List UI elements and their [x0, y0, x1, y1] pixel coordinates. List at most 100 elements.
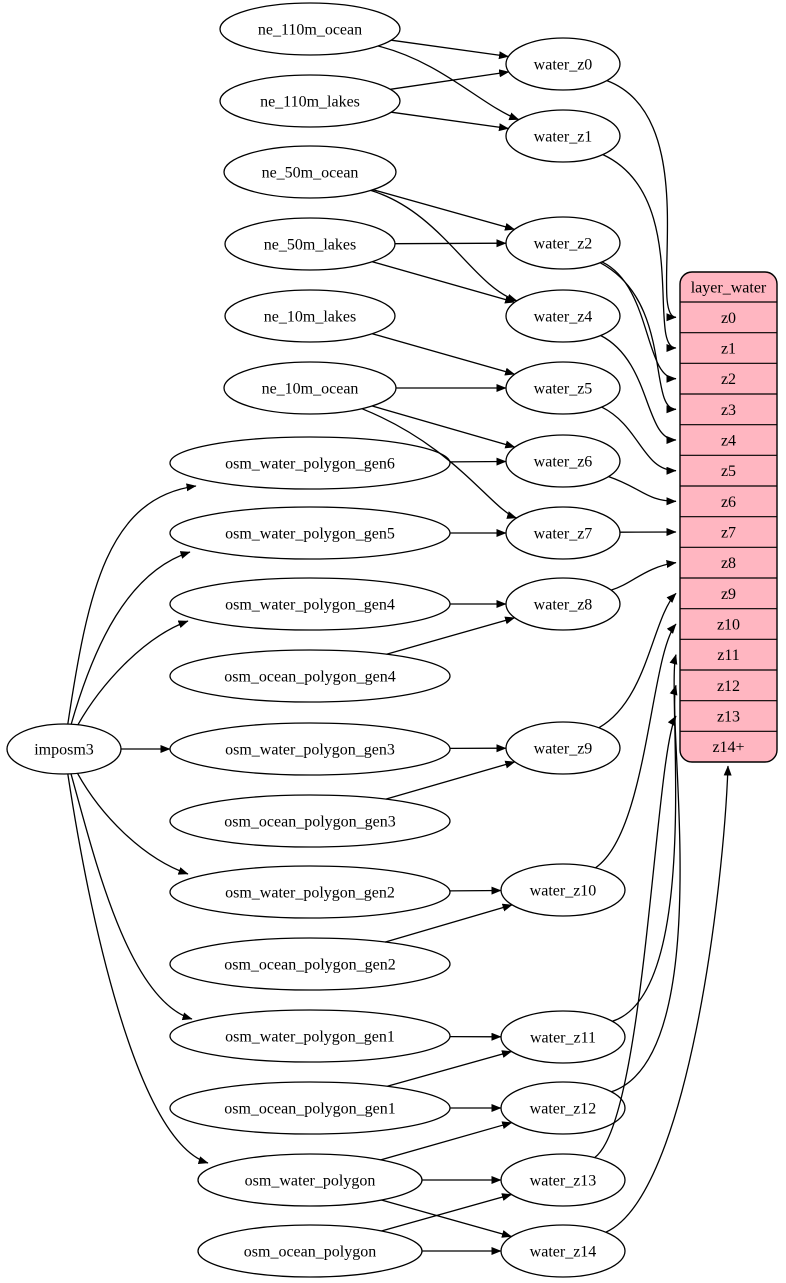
edge-ne_50m_ocean-to-water_z2 [372, 189, 515, 231]
node-shape-water_z0 [505, 37, 621, 91]
node-water_z0: water_z0 [505, 37, 621, 91]
node-label-osm_ocean_polygon_gen3: osm_ocean_polygon_gen3 [224, 814, 396, 831]
edge-water_z14-to-layer_water-z14+ [605, 765, 732, 1233]
edge-water_z2-to-layer_water-z2 [601, 261, 677, 383]
node-water_z10: water_z10 [500, 863, 626, 917]
edge-water_z11-to-layer_water-z11 [612, 654, 678, 1022]
record-title: layer_water [691, 280, 767, 297]
edge-imposm3-to-osm_water_polygon [67, 773, 209, 1164]
edge-water_z6-to-layer_water-z6 [608, 475, 677, 506]
node-ne_50m_lakes: ne_50m_lakes [224, 217, 396, 271]
edge-water_z9-to-layer_water-z9 [598, 592, 677, 729]
node-shape-ne_110m_lakes [219, 74, 401, 128]
node-water_z9: water_z9 [505, 721, 621, 775]
node-shape-osm_water_polygon_gen1 [169, 1009, 451, 1063]
node-osm_ocean_polygon_gen4: osm_ocean_polygon_gen4 [169, 649, 451, 703]
node-water_z13: water_z13 [500, 1153, 626, 1207]
node-water_z12: water_z12 [500, 1081, 626, 1135]
node-label-osm_ocean_polygon: osm_ocean_polygon [244, 1244, 376, 1261]
edge-osm_water_polygon-to-water_z12 [380, 1121, 513, 1161]
node-water_z14: water_z14 [500, 1224, 626, 1278]
edge-ne_10m_ocean-to-water_z6 [372, 405, 516, 449]
node-water_z1: water_z1 [505, 109, 621, 163]
edge-ne_10m_ocean-to-water_z7 [361, 408, 518, 519]
edge-ne_110m_lakes-to-water_z0 [390, 69, 510, 90]
node-shape-osm_water_polygon_gen6 [169, 436, 451, 490]
record-row-z0: z0 [721, 310, 736, 327]
node-label-water_z1: water_z1 [534, 129, 593, 146]
node-osm_ocean_polygon_gen1: osm_ocean_polygon_gen1 [169, 1081, 451, 1135]
edge-water_z2-to-layer_water-z3 [599, 262, 677, 414]
node-label-water_z2: water_z2 [534, 236, 593, 253]
node-label-osm_water_polygon_gen1: osm_water_polygon_gen1 [225, 1029, 395, 1046]
edge-ne_10m_lakes-to-water_z5 [372, 333, 516, 376]
node-label-water_z10: water_z10 [530, 883, 597, 900]
node-label-ne_110m_lakes: ne_110m_lakes [260, 94, 360, 111]
node-label-water_z5: water_z5 [534, 381, 593, 398]
node-ne_50m_ocean: ne_50m_ocean [223, 145, 397, 199]
node-label-osm_water_polygon_gen6: osm_water_polygon_gen6 [225, 456, 395, 473]
node-water_z7: water_z7 [505, 506, 621, 560]
record-row-z6: z6 [721, 494, 736, 511]
edge-ne_50m_ocean-to-water_z4 [370, 189, 518, 302]
record-row-z4: z4 [721, 433, 736, 450]
node-label-imposm3: imposm3 [34, 742, 94, 759]
node-label-water_z6: water_z6 [534, 454, 593, 471]
record-row-z11: z11 [717, 647, 740, 664]
node-water_z2: water_z2 [505, 216, 621, 270]
edge-osm_ocean_polygon_gen2-to-water_z10 [384, 903, 513, 943]
node-osm_ocean_polygon_gen2: osm_ocean_polygon_gen2 [169, 937, 451, 991]
edge-water_z5-to-layer_water-z5 [601, 406, 677, 475]
edge-water_z8-to-layer_water-z8 [610, 560, 677, 591]
record-row-z10: z10 [717, 617, 740, 634]
node-osm_water_polygon_gen6: osm_water_polygon_gen6 [169, 436, 451, 490]
node-osm_ocean_polygon: osm_ocean_polygon [197, 1224, 423, 1278]
node-water_z6: water_z6 [505, 434, 621, 488]
record-row-z7: z7 [721, 525, 736, 542]
node-label-water_z7: water_z7 [534, 526, 593, 543]
node-shape-ne_110m_ocean [219, 2, 401, 56]
node-shape-osm_ocean_polygon_gen2 [169, 937, 451, 991]
node-shape-osm_ocean_polygon_gen4 [169, 649, 451, 703]
edge-ne_110m_lakes-to-water_z1 [391, 111, 509, 132]
node-water_z5: water_z5 [505, 361, 621, 415]
node-water_z11: water_z11 [500, 1010, 626, 1064]
node-label-osm_ocean_polygon_gen4: osm_ocean_polygon_gen4 [224, 669, 396, 686]
node-osm_water_polygon_gen2: osm_water_polygon_gen2 [169, 865, 451, 919]
edge-imposm3-to-osm_water_polygon_gen4 [77, 620, 189, 726]
record-row-z8: z8 [721, 555, 736, 572]
node-label-ne_50m_ocean: ne_50m_ocean [262, 165, 359, 182]
record-row-z5: z5 [721, 463, 736, 480]
node-label-osm_ocean_polygon_gen1: osm_ocean_polygon_gen1 [224, 1101, 396, 1118]
edge-osm_ocean_polygon_gen4-to-water_z8 [386, 616, 516, 655]
node-imposm3: imposm3 [6, 723, 122, 775]
node-label-water_z4: water_z4 [534, 309, 593, 326]
record-row-z14+: z14+ [712, 739, 744, 756]
edge-water_z4-to-layer_water-z4 [600, 334, 677, 444]
node-osm_water_polygon_gen4: osm_water_polygon_gen4 [169, 577, 451, 631]
edge-water_z13-to-layer_water-z13 [594, 715, 677, 1159]
record-row-z13: z13 [717, 709, 740, 726]
node-ne_110m_ocean: ne_110m_ocean [219, 2, 401, 56]
node-label-osm_water_polygon_gen3: osm_water_polygon_gen3 [225, 742, 395, 759]
edge-ne_50m_lakes-to-water_z2 [394, 239, 507, 248]
node-label-osm_water_polygon: osm_water_polygon [245, 1173, 376, 1190]
edge-imposm3-to-osm_water_polygon_gen1 [70, 773, 193, 1021]
node-shape-ne_50m_ocean [223, 145, 397, 199]
edge-ne_50m_lakes-to-water_z4 [372, 261, 516, 304]
node-ne_10m_ocean: ne_10m_ocean [223, 361, 397, 415]
record-row-z9: z9 [721, 586, 736, 603]
node-shape-osm_ocean_polygon_gen3 [169, 794, 451, 848]
edge-imposm3-to-osm_water_polygon_gen6 [67, 483, 197, 725]
node-osm_water_polygon_gen5: osm_water_polygon_gen5 [169, 506, 451, 560]
node-osm_water_polygon_gen3: osm_water_polygon_gen3 [169, 722, 451, 776]
node-label-osm_water_polygon_gen2: osm_water_polygon_gen2 [225, 885, 395, 902]
node-label-water_z12: water_z12 [530, 1101, 597, 1118]
node-osm_water_polygon_gen1: osm_water_polygon_gen1 [169, 1009, 451, 1063]
node-label-water_z14: water_z14 [530, 1244, 597, 1261]
record-row-z1: z1 [721, 341, 736, 358]
node-label-osm_water_polygon_gen5: osm_water_polygon_gen5 [225, 526, 395, 543]
node-osm_ocean_polygon_gen3: osm_ocean_polygon_gen3 [169, 794, 451, 848]
